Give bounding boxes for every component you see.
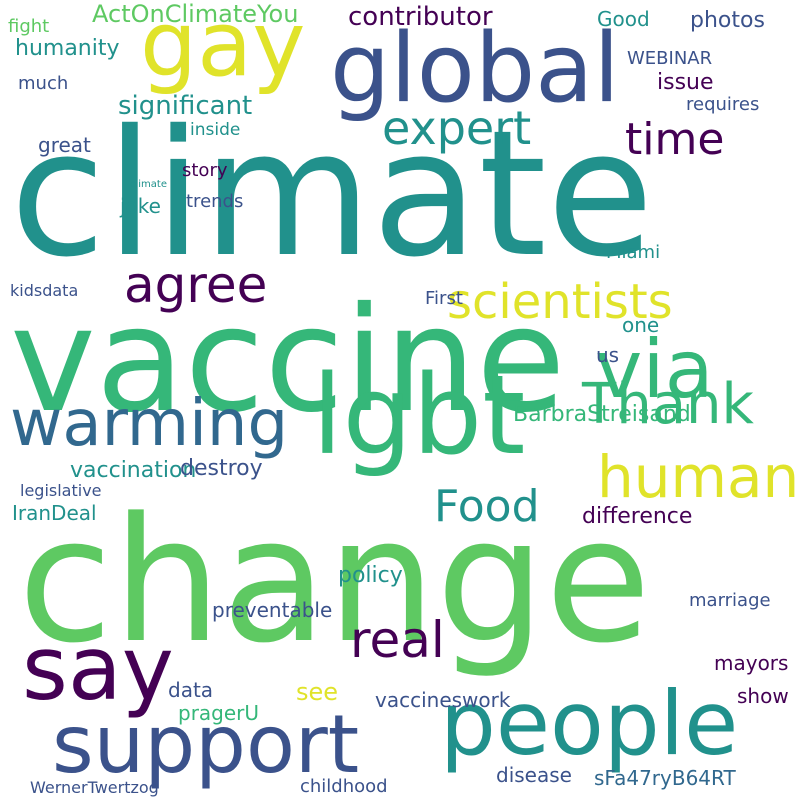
word: preventable bbox=[212, 598, 333, 622]
word: show bbox=[737, 684, 789, 708]
word: expert bbox=[382, 101, 532, 155]
word: Miami bbox=[606, 242, 661, 263]
word: Food bbox=[434, 481, 540, 532]
word: sFa47ryB64RT bbox=[594, 766, 736, 790]
word: Good bbox=[597, 7, 650, 31]
word: IranDeal bbox=[12, 501, 97, 525]
word: vaccination bbox=[70, 458, 197, 483]
word: scientists bbox=[447, 274, 673, 330]
word: human bbox=[597, 443, 800, 511]
word: joke bbox=[120, 194, 161, 218]
word: global bbox=[330, 14, 620, 124]
word: pragerU bbox=[178, 701, 260, 725]
word: difference bbox=[582, 504, 693, 529]
word: vaccine bbox=[10, 276, 566, 445]
word: story bbox=[182, 160, 228, 181]
word: disease bbox=[496, 763, 572, 787]
word: ActOnClimateYou bbox=[92, 0, 299, 28]
word: contributor bbox=[348, 2, 493, 32]
word: warming bbox=[10, 387, 289, 461]
word: real bbox=[350, 611, 445, 669]
word: requires bbox=[686, 94, 760, 115]
word: via bbox=[595, 323, 714, 416]
word: significant bbox=[118, 91, 253, 121]
word: great bbox=[38, 133, 91, 157]
word: people bbox=[440, 672, 739, 775]
word: issue bbox=[657, 70, 714, 95]
word: policy bbox=[338, 563, 403, 588]
word: mayors bbox=[714, 651, 789, 675]
word: destroy bbox=[180, 456, 263, 481]
word: us bbox=[596, 343, 620, 367]
word: legislative bbox=[20, 481, 102, 500]
word: marriage bbox=[689, 590, 771, 611]
word: inside bbox=[190, 120, 241, 140]
word: climate bbox=[130, 179, 167, 190]
word: support bbox=[52, 698, 360, 791]
word: WernerTwertzog bbox=[30, 778, 159, 797]
word: change bbox=[18, 480, 651, 681]
word: photos bbox=[690, 8, 765, 33]
word: one bbox=[622, 313, 660, 337]
word: kidsdata bbox=[10, 281, 79, 300]
word: First bbox=[425, 288, 463, 309]
word: agree bbox=[124, 256, 268, 314]
word: Thank bbox=[582, 372, 754, 437]
word: vaccineswork bbox=[375, 688, 511, 712]
word: humanity bbox=[15, 36, 120, 61]
word: childhood bbox=[300, 776, 388, 797]
word: much bbox=[18, 73, 69, 94]
word: trends bbox=[186, 191, 244, 212]
word: gay bbox=[140, 0, 306, 97]
word: see bbox=[296, 678, 339, 706]
word: WEBINAR bbox=[627, 48, 713, 69]
word: time bbox=[625, 114, 725, 165]
word: data bbox=[168, 678, 214, 702]
word: climate bbox=[10, 93, 654, 296]
word: say bbox=[22, 617, 174, 720]
word: BarbraStreisand bbox=[513, 402, 691, 427]
word: fight bbox=[8, 16, 50, 37]
word: lgbt bbox=[312, 351, 526, 479]
